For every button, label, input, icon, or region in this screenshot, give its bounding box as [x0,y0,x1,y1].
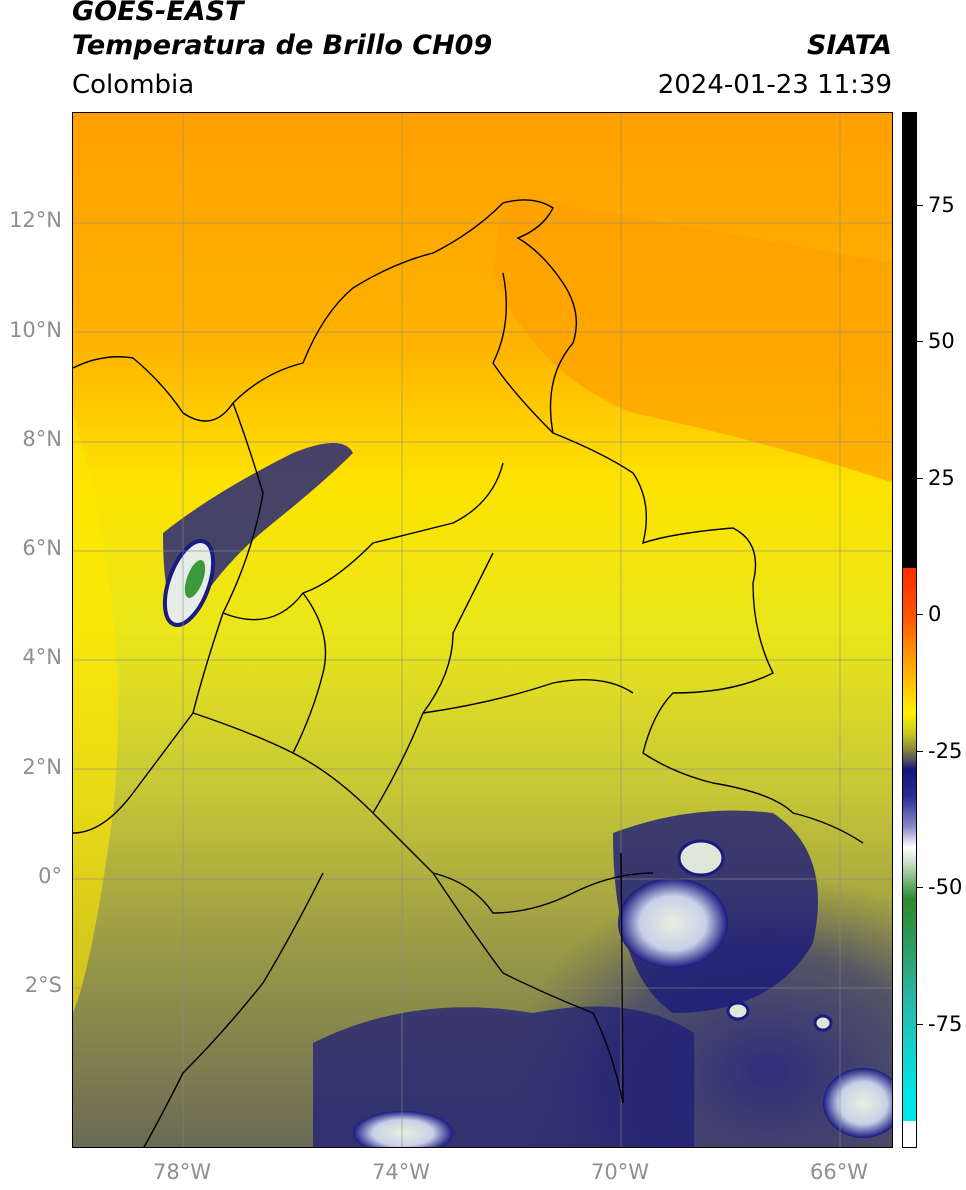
colorbar-label: 0 [928,602,942,626]
colorbar-tick [917,887,923,888]
lat-label: 6°N [22,536,62,560]
region-label: Colombia [72,70,195,100]
colorbar-label: 25 [928,466,955,490]
colorbar-label: 50 [928,329,955,353]
colorbar-tick [917,751,923,752]
warm-region-ne [493,193,892,483]
colorbar-label: -75 [928,1012,963,1036]
title-product: Temperatura de Brillo CH09 [72,30,493,61]
cold-core-4 [813,1014,833,1032]
borders [73,199,864,1147]
lat-label: 2°N [22,755,62,779]
cold-core-2 [677,839,725,877]
lon-label: 66°W [810,1160,868,1184]
colorbar-tick [917,478,923,479]
map-canvas [73,113,892,1147]
lat-label: 12°N [9,208,62,232]
colorbar-tick [917,1024,923,1025]
graticule [73,113,892,1147]
title-satellite: GOES-EAST [72,0,244,27]
lat-label: 2°S [24,973,62,997]
colorbar-label: -25 [928,739,963,763]
cold-core-nw-green [184,560,206,598]
lon-label: 78°W [153,1160,211,1184]
colorbar-tick [917,205,923,206]
datetime-label: 2024-01-23 11:39 [657,70,892,100]
lat-label: 8°N [22,427,62,451]
colorbar [902,112,917,1148]
colorbar-tick [917,614,923,615]
cold-core-3 [726,1001,750,1021]
cold-core-6 [353,1111,453,1147]
colorbar-label: -50 [928,875,963,899]
lat-label: 0° [38,864,62,888]
colorbar-label: 75 [928,193,955,217]
warm-region-w [73,413,118,1013]
colorbar-tick [917,341,923,342]
satellite-map[interactable] [72,112,893,1148]
lat-label: 10°N [9,318,62,342]
lat-label: 4°N [22,645,62,669]
lon-label: 70°W [591,1160,649,1184]
cold-core-1 [618,878,728,968]
source-label: SIATA [806,30,892,61]
lon-label: 74°W [372,1160,430,1184]
